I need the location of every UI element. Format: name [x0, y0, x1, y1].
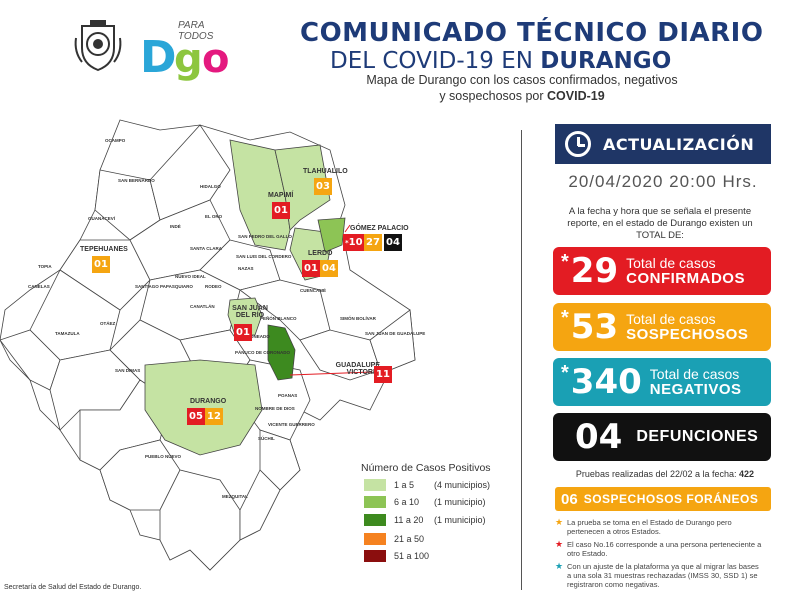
- stat-number: 29: [570, 251, 619, 291]
- badge-gomez-palacio-deaths: 04: [384, 234, 402, 251]
- svg-text:o: o: [202, 36, 229, 82]
- dgo-brand-logo: PARA TODOS D g o: [140, 20, 240, 82]
- page-title-line2: DEL COVID-19 EN DURANGO: [330, 48, 672, 74]
- map-label: TOPIA: [38, 264, 52, 269]
- badge-mapimi: 01: [272, 202, 290, 219]
- map-label-tepehuanes: TEPEHUANES: [80, 246, 128, 253]
- map-label: SAN PEDRO DEL GALLO: [238, 234, 292, 239]
- map-label: OTÁEZ: [100, 320, 116, 326]
- state-seal-icon: [74, 20, 122, 72]
- badge-guadalupe-victoria: 11: [374, 366, 392, 383]
- badge-lerdo-suspected: 04: [320, 260, 338, 277]
- map-label: NUEVO IDEAL: [175, 274, 206, 279]
- badge-lerdo-confirmed: 01: [302, 260, 320, 277]
- divider: [521, 130, 522, 590]
- map-label-guadalupe-victoria: GUADALUPE VICTORIA: [335, 362, 380, 376]
- map-label: TAMAZULA: [55, 331, 80, 336]
- map-fill-6-to-10: [317, 217, 346, 253]
- legend-title: Número de Casos Positivos: [361, 462, 491, 474]
- stat-negative: * 340 Total de casos NEGATIVOS: [553, 358, 771, 406]
- map-label: EL ORO: [205, 214, 223, 219]
- badge-gomez-palacio-suspected: 27: [364, 234, 382, 251]
- map-label: SIMÓN BOLÍVAR: [340, 314, 377, 321]
- badge-durango-suspected: 12: [205, 408, 223, 425]
- map-label-san-juan-del-rio: SAN JUAN DEL RÍO: [232, 305, 268, 319]
- badge-san-juan-del-rio: 01: [234, 324, 252, 341]
- map-label: RODEO: [205, 284, 222, 289]
- map-label: CANATLÁN: [190, 303, 215, 309]
- brand-tagline: PARA TODOS: [178, 20, 214, 42]
- map-label: SAN JUAN DE GUADALUPE: [365, 331, 425, 336]
- badge-durango-confirmed: 05: [187, 408, 205, 425]
- map-label: HIDALGO: [200, 184, 221, 189]
- map-label-durango: DURANGO: [190, 398, 227, 405]
- map-label-lerdo: LERDO: [308, 250, 333, 257]
- intro-text: A la fecha y hora que se señala el prese…: [567, 206, 753, 241]
- stat-suspected: * 53 Total de casos SOSPECHOSOS: [553, 303, 771, 351]
- update-label: ACTUALIZACIÓN: [603, 134, 755, 154]
- legend-item: 11 a 20 (1 municipio): [364, 513, 504, 527]
- tests-performed: Pruebas realizadas del 22/02 a la fecha:…: [575, 469, 755, 479]
- map-label: SAN BERNARDO: [118, 178, 155, 183]
- update-datetime: 20/04/2020 20:00 Hrs.: [568, 172, 758, 191]
- svg-text:D: D: [140, 32, 177, 82]
- legend-item: 6 a 10 (1 municipio): [364, 495, 504, 509]
- map-label: CANELAS: [28, 284, 50, 289]
- map-label: SAN LUIS DEL CORDERO: [236, 254, 292, 259]
- note-item: ★ Con un ajuste de la plataforma ya que a…: [555, 561, 759, 590]
- note-item: ★ La prueba se toma en el Estado de Duran…: [555, 517, 732, 537]
- map-label: CORONEADO: [240, 334, 270, 339]
- svg-text:g: g: [174, 36, 203, 82]
- map-label: PEÑÓN BLANCO: [260, 314, 297, 321]
- foreign-suspected: 06 SOSPECHOSOS FORÁNEOS: [555, 487, 771, 511]
- stat-number: 53: [570, 307, 619, 347]
- stat-number: 04: [575, 417, 623, 457]
- legend-item: 51 a 100: [364, 549, 504, 563]
- map-small-labels: OCAMPO SAN BERNARDO GUANACEVÍ HIDALGO IN…: [28, 138, 425, 499]
- map-label: CUENCAMÉ: [300, 286, 326, 293]
- map-label: SAN DIMAS: [115, 368, 140, 373]
- map-label: GUANACEVÍ: [88, 214, 116, 221]
- page-title: COMUNICADO TÉCNICO DIARIO: [300, 18, 764, 48]
- clock-icon: [565, 131, 591, 157]
- map-label-gomez-palacio: GÓMEZ PALACIO: [350, 225, 409, 232]
- note-item: ★ El caso No.16 corresponde a una persona…: [555, 539, 762, 559]
- update-header: ACTUALIZACIÓN: [555, 124, 771, 164]
- map-label: NAZAS: [238, 266, 254, 271]
- durango-map: OCAMPO SAN BERNARDO GUANACEVÍ HIDALGO IN…: [0, 119, 425, 571]
- map-label: PÁNUCO DE CORONADO: [235, 349, 291, 355]
- map-label-tlahualilo: TLAHUALILO: [303, 168, 348, 175]
- page-subtitle: Mapa de Durango con los casos confirmado…: [366, 73, 678, 103]
- map-fill-11-to-20: [267, 324, 296, 381]
- stat-deaths: 04 DEFUNCIONES: [553, 413, 771, 461]
- map-label: VICENTE GUERRERO: [268, 422, 315, 427]
- map-label: SANTIAGO PAPASQUIARO: [135, 284, 193, 289]
- map-label: SÚCHIL: [258, 435, 275, 441]
- stat-number: 340: [570, 362, 642, 402]
- footer-source: Secretaría de Salud del Estado de Durang…: [4, 584, 142, 591]
- map-label: PUEBLO NUEVO: [145, 454, 182, 459]
- map-label: INDÉ: [170, 222, 181, 229]
- badge-gomez-palacio-confirmed: * 10: [343, 234, 365, 251]
- map-label-mapimi: MAPIMÍ: [268, 192, 294, 199]
- stat-confirmed: * 29 Total de casos CONFIRMADOS: [553, 247, 771, 295]
- badge-tlahualilo: 03: [314, 178, 332, 195]
- legend-item: 21 a 50: [364, 532, 504, 546]
- legend-item: 1 a 5 (4 municipios): [364, 478, 504, 492]
- municipality-outlines: [0, 119, 416, 571]
- map-label: POANAS: [278, 393, 297, 398]
- map-label: MEZQUITAL: [222, 494, 248, 499]
- map-label: SANTA CLARA: [190, 246, 223, 251]
- map-label: OCAMPO: [105, 138, 126, 143]
- map-label: NOMBRE DE DIOS: [255, 406, 295, 411]
- badge-tepehuanes: 01: [92, 256, 110, 273]
